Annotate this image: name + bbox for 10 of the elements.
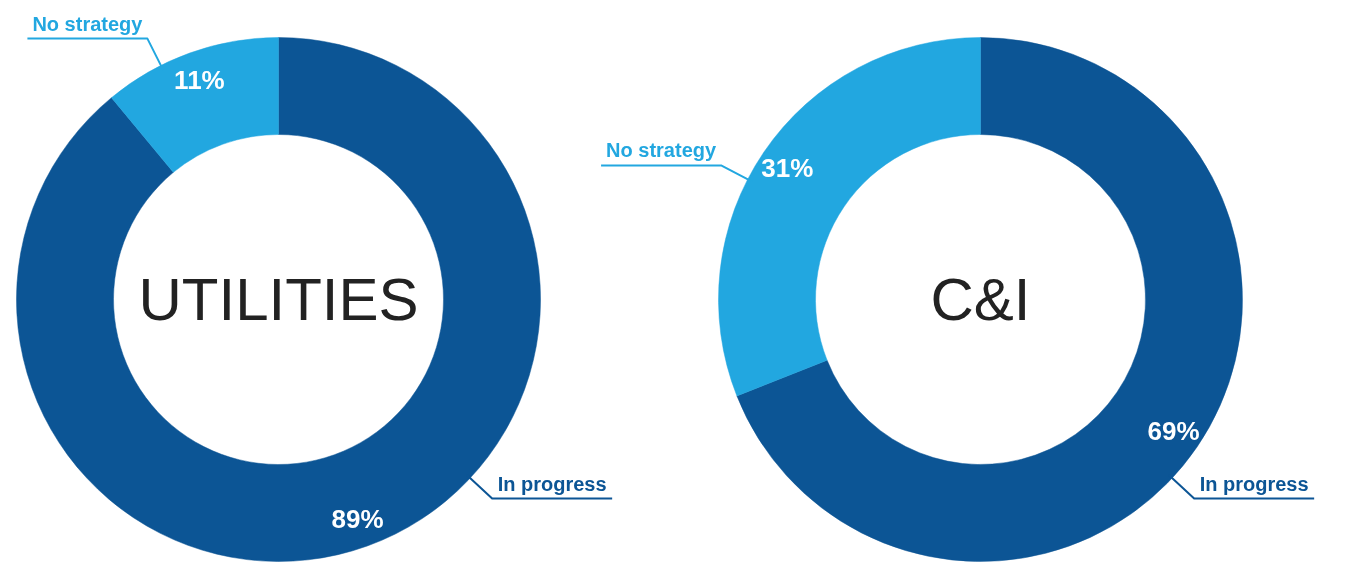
slice-label: No strategy [606,139,717,162]
data-label: 11% [174,64,225,95]
text: C&I [930,266,1031,333]
slice-label: In progress [1199,472,1309,495]
slice-label: In progress [497,472,607,495]
slice-label: No strategy [32,12,144,35]
data-label: 89% [331,504,384,535]
data-label: 31% [761,153,814,184]
data-label: 69% [1147,415,1200,446]
text: UTILITIES [138,266,419,333]
